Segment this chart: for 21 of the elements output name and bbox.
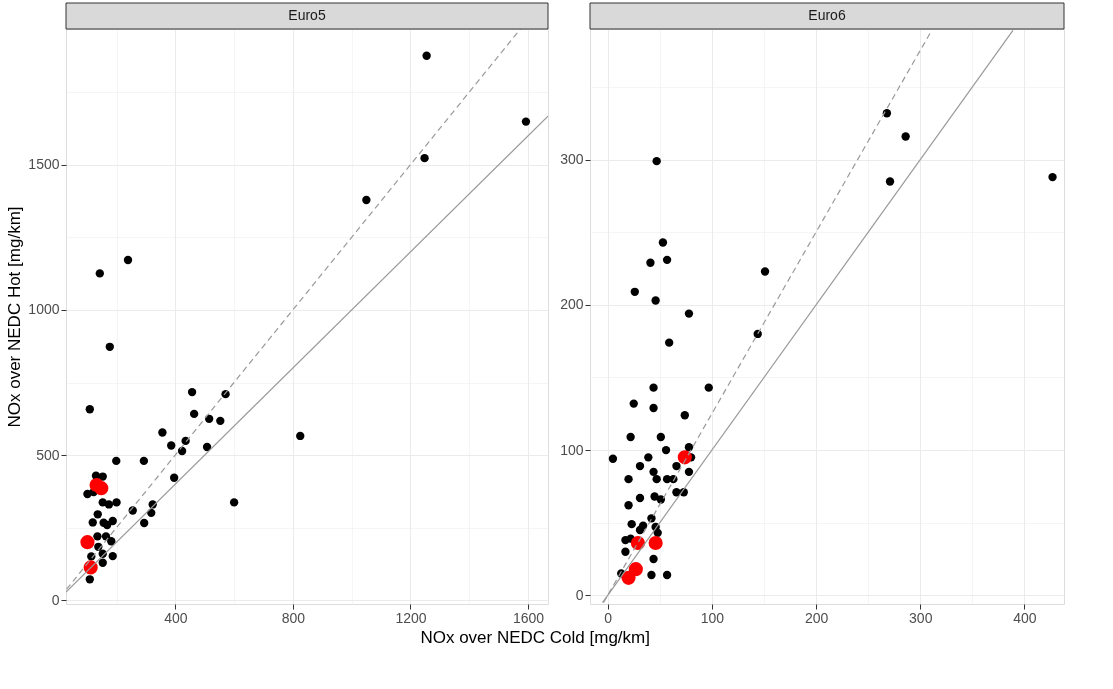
x-tick-label: 200 xyxy=(804,609,829,626)
x-tick-label: 1600 xyxy=(512,609,545,626)
x-tick-label: 0 xyxy=(604,609,613,626)
y-tick-label: 300 xyxy=(560,151,584,168)
y-axis-title: NOx over NEDC Hot [mg/km] xyxy=(5,206,25,428)
y-tick-label: 100 xyxy=(560,441,584,458)
y-tick-label: 0 xyxy=(575,586,584,603)
x-tick-label: 100 xyxy=(700,609,725,626)
chart-title: Euro5 xyxy=(288,7,326,23)
x-tick-label: 400 xyxy=(164,609,188,626)
x-tick-label: 400 xyxy=(1013,609,1037,626)
x-tick-label: 300 xyxy=(909,609,933,626)
x-tick-label: 800 xyxy=(281,609,306,626)
y-tick-label: 1000 xyxy=(28,301,60,318)
y-tick-label: 0 xyxy=(51,591,60,608)
x-axis-title: NOx over NEDC Cold [mg/km] xyxy=(420,627,650,647)
x-tick-label: 1200 xyxy=(395,609,427,626)
chart-title: Euro6 xyxy=(808,7,846,23)
y-tick-label: 500 xyxy=(36,446,60,463)
y-tick-label: 1500 xyxy=(28,156,60,173)
y-tick-label: 200 xyxy=(560,296,584,313)
